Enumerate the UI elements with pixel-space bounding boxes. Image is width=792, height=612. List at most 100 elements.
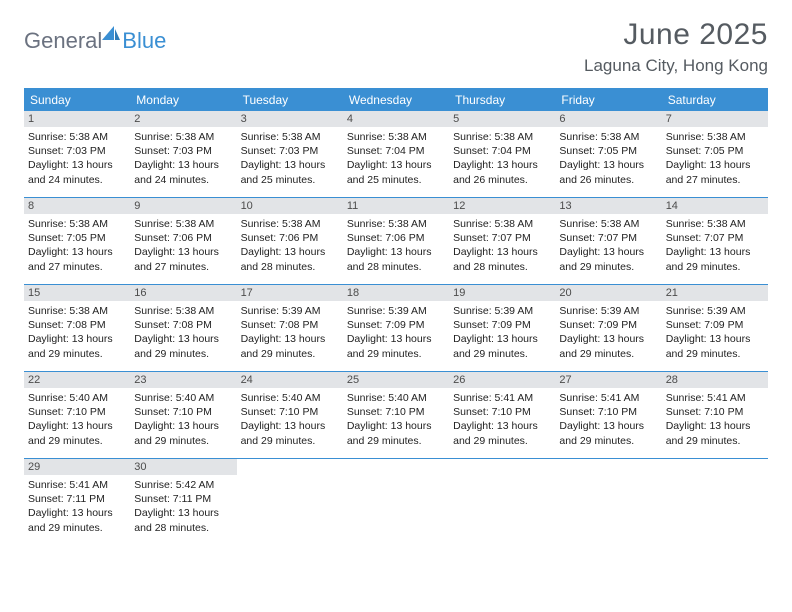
day-cell: 21Sunrise: 5:39 AMSunset: 7:09 PMDayligh… — [662, 285, 768, 371]
logo-text-blue: Blue — [122, 28, 166, 54]
day-details: Sunrise: 5:40 AMSunset: 7:10 PMDaylight:… — [130, 388, 236, 454]
day-number: 26 — [449, 372, 555, 388]
sunrise-line: Sunrise: 5:39 AM — [347, 304, 445, 318]
sunset-line: Sunset: 7:06 PM — [347, 231, 445, 245]
week-row: 8Sunrise: 5:38 AMSunset: 7:05 PMDaylight… — [24, 198, 768, 285]
sunrise-line: Sunrise: 5:39 AM — [453, 304, 551, 318]
title-block: June 2025 Laguna City, Hong Kong — [584, 18, 768, 76]
day-cell: 2Sunrise: 5:38 AMSunset: 7:03 PMDaylight… — [130, 111, 236, 197]
sunrise-line: Sunrise: 5:38 AM — [453, 217, 551, 231]
sunset-line: Sunset: 7:11 PM — [28, 492, 126, 506]
day-cell: 1Sunrise: 5:38 AMSunset: 7:03 PMDaylight… — [24, 111, 130, 197]
day-details: Sunrise: 5:38 AMSunset: 7:07 PMDaylight:… — [662, 214, 768, 280]
day-cell: 4Sunrise: 5:38 AMSunset: 7:04 PMDaylight… — [343, 111, 449, 197]
daylight-line: Daylight: 13 hours and 28 minutes. — [453, 245, 551, 273]
sunset-line: Sunset: 7:10 PM — [559, 405, 657, 419]
sunset-line: Sunset: 7:09 PM — [666, 318, 764, 332]
day-cell — [662, 459, 768, 545]
sunset-line: Sunset: 7:08 PM — [134, 318, 232, 332]
day-details: Sunrise: 5:39 AMSunset: 7:09 PMDaylight:… — [343, 301, 449, 367]
day-cell: 8Sunrise: 5:38 AMSunset: 7:05 PMDaylight… — [24, 198, 130, 284]
day-cell: 16Sunrise: 5:38 AMSunset: 7:08 PMDayligh… — [130, 285, 236, 371]
day-cell: 7Sunrise: 5:38 AMSunset: 7:05 PMDaylight… — [662, 111, 768, 197]
day-number: 19 — [449, 285, 555, 301]
sunrise-line: Sunrise: 5:41 AM — [453, 391, 551, 405]
week-row: 1Sunrise: 5:38 AMSunset: 7:03 PMDaylight… — [24, 111, 768, 198]
day-number: 6 — [555, 111, 661, 127]
day-number: 30 — [130, 459, 236, 475]
location-label: Laguna City, Hong Kong — [584, 56, 768, 76]
day-cell: 3Sunrise: 5:38 AMSunset: 7:03 PMDaylight… — [237, 111, 343, 197]
day-cell: 13Sunrise: 5:38 AMSunset: 7:07 PMDayligh… — [555, 198, 661, 284]
day-details: Sunrise: 5:38 AMSunset: 7:08 PMDaylight:… — [130, 301, 236, 367]
day-number: 4 — [343, 111, 449, 127]
day-number: 12 — [449, 198, 555, 214]
dow-sunday: Sunday — [24, 89, 130, 111]
day-details: Sunrise: 5:38 AMSunset: 7:08 PMDaylight:… — [24, 301, 130, 367]
daylight-line: Daylight: 13 hours and 29 minutes. — [347, 332, 445, 360]
sunrise-line: Sunrise: 5:38 AM — [347, 130, 445, 144]
daylight-line: Daylight: 13 hours and 25 minutes. — [241, 158, 339, 186]
day-cell: 10Sunrise: 5:38 AMSunset: 7:06 PMDayligh… — [237, 198, 343, 284]
sunset-line: Sunset: 7:10 PM — [666, 405, 764, 419]
sunset-line: Sunset: 7:05 PM — [666, 144, 764, 158]
day-cell: 5Sunrise: 5:38 AMSunset: 7:04 PMDaylight… — [449, 111, 555, 197]
sunset-line: Sunset: 7:09 PM — [453, 318, 551, 332]
day-number: 3 — [237, 111, 343, 127]
logo-text-general: General — [24, 28, 102, 54]
header: General Blue June 2025 Laguna City, Hong… — [24, 18, 768, 76]
day-cell: 18Sunrise: 5:39 AMSunset: 7:09 PMDayligh… — [343, 285, 449, 371]
daylight-line: Daylight: 13 hours and 29 minutes. — [134, 332, 232, 360]
daylight-line: Daylight: 13 hours and 29 minutes. — [28, 506, 126, 534]
sunrise-line: Sunrise: 5:38 AM — [666, 217, 764, 231]
daylight-line: Daylight: 13 hours and 28 minutes. — [134, 506, 232, 534]
day-details: Sunrise: 5:38 AMSunset: 7:06 PMDaylight:… — [130, 214, 236, 280]
day-cell — [343, 459, 449, 545]
day-details: Sunrise: 5:40 AMSunset: 7:10 PMDaylight:… — [24, 388, 130, 454]
daylight-line: Daylight: 13 hours and 26 minutes. — [559, 158, 657, 186]
sunrise-line: Sunrise: 5:40 AM — [134, 391, 232, 405]
sunset-line: Sunset: 7:05 PM — [559, 144, 657, 158]
sunrise-line: Sunrise: 5:38 AM — [28, 130, 126, 144]
day-number: 16 — [130, 285, 236, 301]
day-details: Sunrise: 5:38 AMSunset: 7:04 PMDaylight:… — [343, 127, 449, 193]
day-number: 22 — [24, 372, 130, 388]
day-cell: 19Sunrise: 5:39 AMSunset: 7:09 PMDayligh… — [449, 285, 555, 371]
sunset-line: Sunset: 7:08 PM — [28, 318, 126, 332]
dow-monday: Monday — [130, 89, 236, 111]
day-cell: 26Sunrise: 5:41 AMSunset: 7:10 PMDayligh… — [449, 372, 555, 458]
day-number: 23 — [130, 372, 236, 388]
day-details: Sunrise: 5:41 AMSunset: 7:10 PMDaylight:… — [449, 388, 555, 454]
daylight-line: Daylight: 13 hours and 29 minutes. — [134, 419, 232, 447]
day-number: 18 — [343, 285, 449, 301]
sunset-line: Sunset: 7:03 PM — [134, 144, 232, 158]
daylight-line: Daylight: 13 hours and 29 minutes. — [559, 332, 657, 360]
daylight-line: Daylight: 13 hours and 27 minutes. — [134, 245, 232, 273]
day-details: Sunrise: 5:38 AMSunset: 7:05 PMDaylight:… — [662, 127, 768, 193]
sunset-line: Sunset: 7:10 PM — [241, 405, 339, 419]
day-details: Sunrise: 5:41 AMSunset: 7:10 PMDaylight:… — [662, 388, 768, 454]
sunrise-line: Sunrise: 5:38 AM — [134, 304, 232, 318]
calendar-body: 1Sunrise: 5:38 AMSunset: 7:03 PMDaylight… — [24, 111, 768, 545]
sunset-line: Sunset: 7:11 PM — [134, 492, 232, 506]
sunrise-line: Sunrise: 5:41 AM — [666, 391, 764, 405]
sunset-line: Sunset: 7:07 PM — [559, 231, 657, 245]
daylight-line: Daylight: 13 hours and 29 minutes. — [666, 245, 764, 273]
day-cell: 22Sunrise: 5:40 AMSunset: 7:10 PMDayligh… — [24, 372, 130, 458]
sunrise-line: Sunrise: 5:39 AM — [666, 304, 764, 318]
sunrise-line: Sunrise: 5:41 AM — [28, 478, 126, 492]
sunrise-line: Sunrise: 5:41 AM — [559, 391, 657, 405]
day-cell: 24Sunrise: 5:40 AMSunset: 7:10 PMDayligh… — [237, 372, 343, 458]
sunrise-line: Sunrise: 5:38 AM — [241, 130, 339, 144]
sunrise-line: Sunrise: 5:38 AM — [134, 217, 232, 231]
daylight-line: Daylight: 13 hours and 27 minutes. — [28, 245, 126, 273]
day-details: Sunrise: 5:41 AMSunset: 7:10 PMDaylight:… — [555, 388, 661, 454]
day-cell: 29 Sunrise: 5:41 AMSunset: 7:11 PMDayligh… — [24, 459, 130, 545]
sunrise-line: Sunrise: 5:38 AM — [559, 130, 657, 144]
day-cell: 17Sunrise: 5:39 AMSunset: 7:08 PMDayligh… — [237, 285, 343, 371]
day-number: 8 — [24, 198, 130, 214]
day-cell — [555, 459, 661, 545]
day-number: 29 — [24, 459, 130, 475]
dow-thursday: Thursday — [449, 89, 555, 111]
daylight-line: Daylight: 13 hours and 29 minutes. — [666, 332, 764, 360]
